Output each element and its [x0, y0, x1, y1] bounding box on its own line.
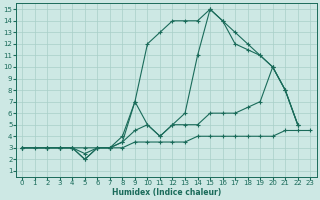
- X-axis label: Humidex (Indice chaleur): Humidex (Indice chaleur): [112, 188, 221, 197]
